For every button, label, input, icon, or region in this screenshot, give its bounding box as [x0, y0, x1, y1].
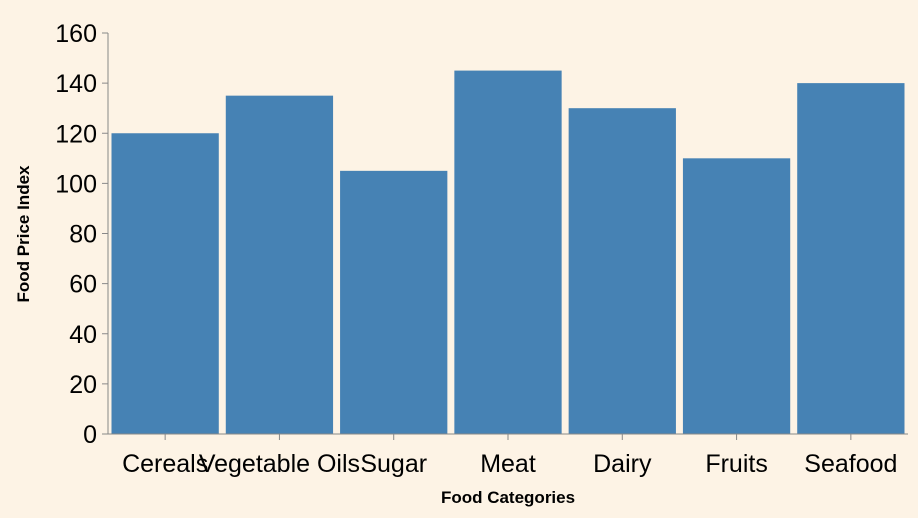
bar-seafood [797, 83, 905, 434]
x-axis-title: Food Categories [441, 488, 575, 507]
x-tick-label: Vegetable Oils [199, 450, 360, 478]
bar-fruits [682, 158, 791, 434]
bar-meat [454, 70, 562, 434]
y-tick-label: 0 [83, 421, 97, 449]
y-tick-label: 120 [55, 120, 97, 148]
bar-cereals [111, 133, 219, 434]
y-tick-label: 20 [69, 371, 97, 399]
bar-dairy [568, 108, 676, 434]
y-tick-label: 60 [69, 271, 97, 299]
y-tick-label: 40 [69, 321, 97, 349]
x-tick-label: Dairy [593, 450, 652, 478]
y-axis-title: Food Price Index [14, 165, 33, 303]
x-tick-label: Sugar [360, 450, 427, 478]
y-axis-ticks: 0 20 40 60 80 100 120 140 160 [55, 20, 108, 449]
x-tick-label: Cereals [122, 450, 208, 478]
x-tick-label: Fruits [705, 450, 768, 478]
x-tick-label: Meat [480, 450, 536, 478]
bar-vegetable-oils [225, 95, 334, 434]
y-tick-label: 160 [55, 20, 97, 48]
x-tick-label: Seafood [804, 450, 897, 478]
y-tick-label: 100 [55, 170, 97, 198]
y-tick-label: 140 [55, 70, 97, 98]
y-tick-label: 80 [69, 221, 97, 249]
bars-group [111, 70, 905, 434]
bar-sugar [340, 170, 448, 434]
